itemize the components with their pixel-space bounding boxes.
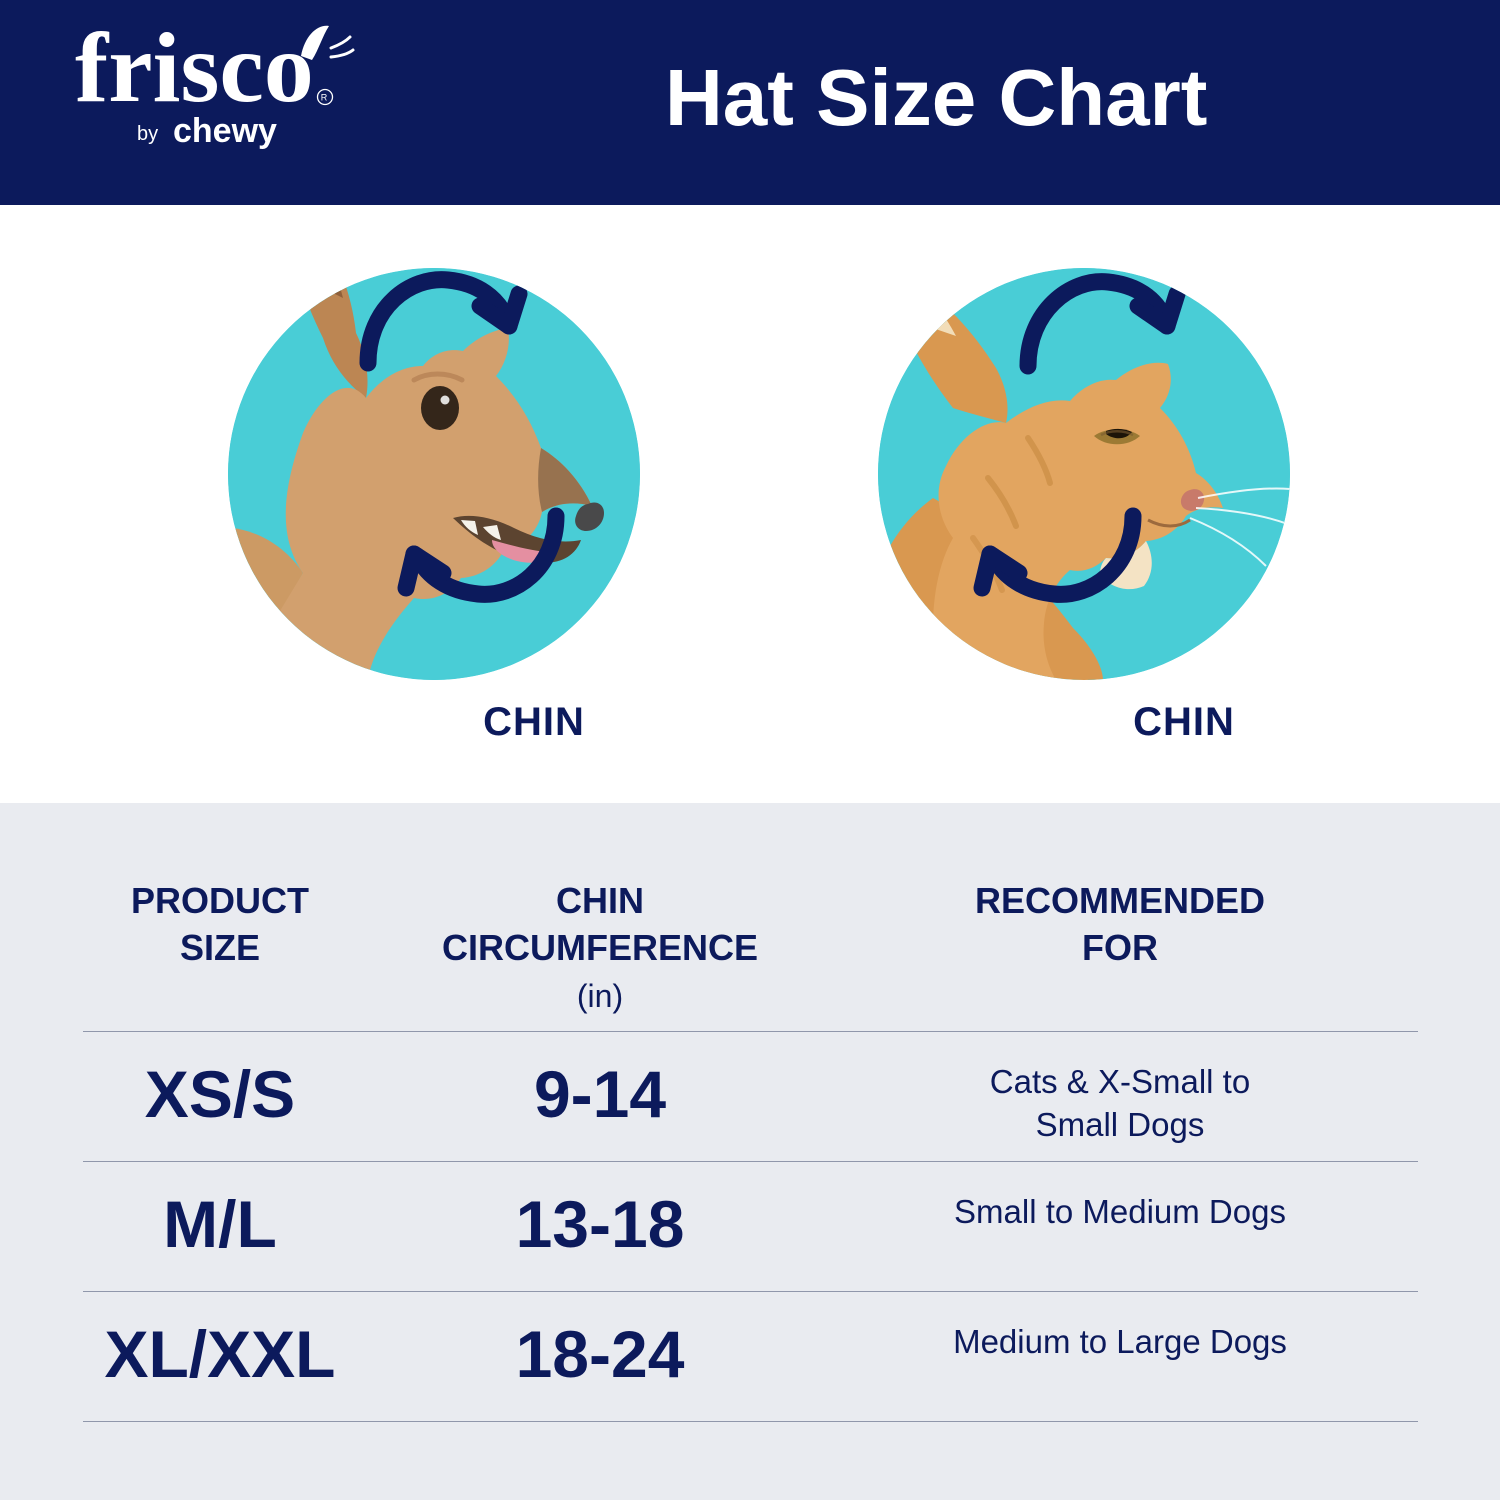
svg-text:R: R (321, 93, 328, 103)
